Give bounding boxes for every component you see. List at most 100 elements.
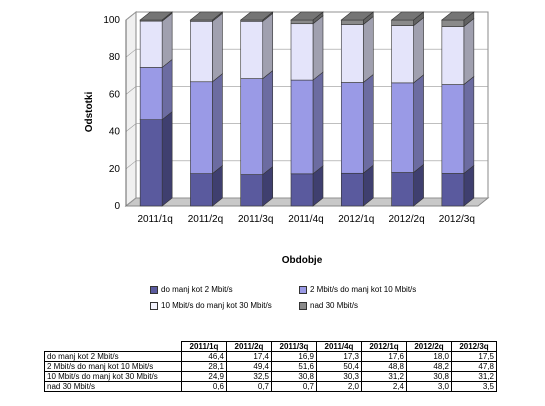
legend-swatch	[299, 301, 307, 310]
table-header-cell: 2012/1q	[361, 341, 407, 352]
bar-segment	[240, 174, 264, 207]
legend-label: 10 Mbit/s do manj kot 30 Mbit/s	[161, 301, 272, 310]
table-cell: 30,8	[271, 371, 317, 382]
table-cell: 2,4	[361, 381, 407, 392]
y-axis-title: Odstotki	[84, 92, 95, 133]
table-header-cell: 2011/2q	[226, 341, 272, 352]
bar-side	[413, 74, 424, 174]
y-tick-label: 40	[109, 127, 121, 138]
bar-top	[340, 11, 375, 21]
table-cell: 46,4	[181, 351, 227, 362]
legend-label: 2 Mbit/s do manj kot 10 Mbit/s	[310, 285, 417, 294]
table-cell: 50,4	[316, 361, 362, 372]
x-tick-label: 2011/1q	[137, 214, 172, 225]
table-header-row: 2011/1q 2011/2q 2011/3q 2011/4q 2012/1q …	[45, 341, 497, 352]
table-header-cell: 2012/3q	[451, 341, 497, 352]
table-row: nad 30 Mbit/s 0,6 0,7 0,7 2,0 2,4 3,0 3,…	[44, 381, 497, 392]
table-cell: 24,9	[181, 371, 227, 382]
legend-swatch	[150, 285, 158, 294]
bar-segment	[340, 82, 364, 174]
bar-side	[161, 12, 173, 69]
table-header-cell: 2011/1q	[181, 341, 227, 352]
bar-segment	[139, 67, 163, 120]
bar-segment	[391, 82, 414, 173]
bar-segment	[391, 25, 414, 84]
bar-segment	[190, 173, 213, 207]
gridline	[125, 123, 137, 132]
y-tick-label: 20	[109, 164, 121, 175]
bar-side	[262, 12, 274, 80]
legend-item-3: 10 Mbit/s do manj kot 30 Mbit/s	[150, 301, 272, 310]
table-cell: 30,3	[316, 371, 362, 382]
table-cell: 47,8	[451, 361, 497, 372]
legend-item-2: 2 Mbit/s do manj kot 10 Mbit/s	[299, 285, 416, 294]
bar-segment	[391, 172, 414, 207]
bar-segment	[340, 19, 364, 25]
table-header-cell: 2012/2q	[406, 341, 452, 352]
bar-segment	[139, 119, 163, 207]
table-cell: 31,2	[451, 371, 497, 382]
table-cell: 48,8	[361, 361, 407, 372]
bar-side	[413, 16, 424, 84]
y-tick-label: 60	[109, 89, 121, 100]
x-tick-label: 2012/2q	[388, 214, 424, 225]
table-header-cell: 2011/3q	[271, 341, 317, 352]
x-tick-label: 2011/4q	[288, 214, 323, 225]
table-cell: 2,0	[316, 381, 362, 392]
bar-side	[312, 71, 324, 175]
bar-segment	[441, 26, 465, 85]
table-cell: 48,2	[406, 361, 452, 372]
legend-swatch	[299, 285, 307, 294]
gridline	[125, 11, 137, 21]
table-cell: 0,7	[226, 381, 272, 392]
table-row-label: nad 30 Mbit/s	[44, 381, 182, 392]
bar-segment	[340, 172, 364, 207]
bar-segment	[441, 173, 465, 207]
bar-side	[262, 69, 274, 176]
table-cell: 17,5	[451, 351, 497, 362]
bar-side	[362, 73, 374, 174]
table-header-cell: 2011/4q	[316, 341, 362, 352]
table-cell: 32,5	[226, 371, 272, 382]
table-cell: 0,7	[271, 381, 317, 392]
table-cell: 18,0	[406, 351, 452, 362]
bar-top	[441, 11, 475, 21]
table-row: 2 Mbit/s do manj kot 10 Mbit/s 28,1 49,4…	[44, 361, 497, 372]
gridline	[125, 86, 137, 95]
legend-swatch	[150, 301, 158, 310]
table-cell: 30,8	[406, 371, 452, 382]
side-wall	[125, 10, 137, 208]
bar-segment	[190, 81, 213, 174]
bar-segment	[290, 19, 314, 25]
bar-segment	[340, 24, 364, 83]
y-tick-label: 80	[109, 52, 121, 63]
bar-top	[390, 11, 425, 21]
table-cell: 17,6	[361, 351, 407, 362]
gridline	[125, 197, 137, 207]
table-cell: 16,9	[271, 351, 317, 362]
bar-top	[139, 11, 173, 21]
gridline	[125, 48, 137, 58]
table-cell: 17,3	[316, 351, 362, 362]
bar-segment	[290, 23, 314, 81]
data-table: 2011/1q 2011/2q 2011/3q 2011/4q 2012/1q …	[44, 341, 497, 392]
table-corner	[45, 342, 182, 352]
table-cell: 0,6	[181, 381, 227, 392]
bar-side	[362, 15, 374, 84]
stacked-bar-chart: 0 20 40 60 80 100 2011/1q 2011/2q 2011/3q 2011/4q…	[84, 10, 490, 266]
x-tick-label: 2012/1q	[338, 214, 374, 225]
y-tick-label: 100	[103, 15, 120, 26]
table-cell: 3,0	[406, 381, 452, 392]
bar-side	[463, 75, 475, 175]
table-cell: 28,1	[181, 361, 227, 372]
table-row-label: 10 Mbit/s do manj kot 30 Mbit/s	[44, 371, 182, 382]
bar-segment	[240, 78, 264, 175]
y-tick-label: 0	[114, 201, 120, 212]
bar-segment	[441, 19, 465, 27]
bar-segment	[190, 21, 213, 83]
x-tick-label: 2012/3q	[439, 214, 475, 225]
legend-label: nad 30 Mbit/s	[310, 301, 359, 310]
bar-side	[312, 15, 324, 81]
bar-segment	[139, 20, 163, 68]
bar-side	[212, 73, 223, 175]
